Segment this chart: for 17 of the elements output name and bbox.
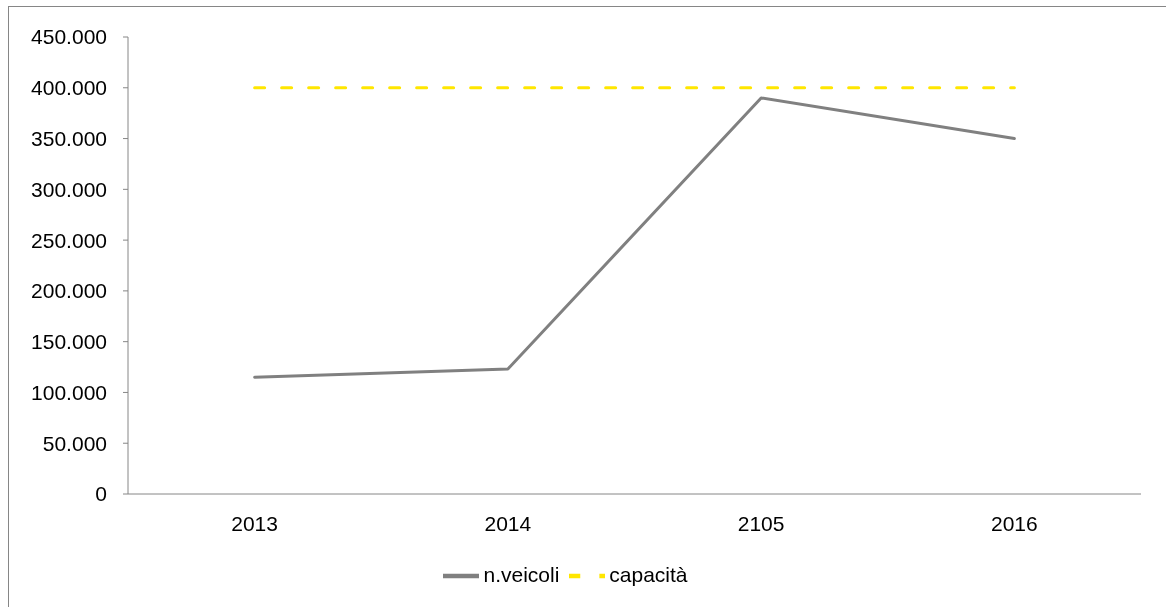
y-tick-label: 150.000 [31, 330, 107, 354]
x-tick-label: 2013 [231, 511, 278, 535]
y-tick-label: 400.000 [31, 76, 107, 100]
x-tick-label: 2016 [991, 511, 1038, 535]
y-tick-label: 450.000 [31, 25, 107, 49]
x-tick-label: 2105 [737, 511, 785, 535]
line-series [253, 96, 1016, 379]
y-tick-label: 300.000 [31, 177, 107, 201]
y-tick-label: 200.000 [31, 279, 107, 303]
y-tick-label: 0 [95, 482, 107, 506]
x-tick-label: 2014 [484, 511, 532, 535]
legend-label: n.veicoli [483, 562, 560, 586]
y-tick-label: 350.000 [31, 127, 107, 151]
legend-label: capacità [609, 562, 688, 586]
y-tick-label: 50.000 [42, 431, 107, 455]
y-tick-label: 100.000 [31, 380, 107, 404]
y-tick-label: 250.000 [31, 228, 107, 252]
